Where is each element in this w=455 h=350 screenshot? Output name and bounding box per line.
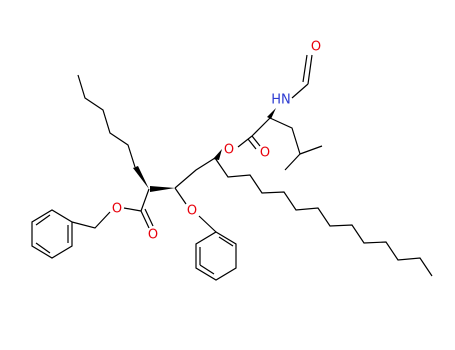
atom-label: O xyxy=(112,202,122,217)
atom-label: O xyxy=(224,143,234,158)
bonds xyxy=(31,54,433,281)
atom-label: O xyxy=(148,228,158,243)
atom-labels: O HN O O O O O xyxy=(112,40,321,243)
atom-label: O xyxy=(187,204,197,219)
atom-label: O xyxy=(260,146,270,161)
atom-label: O xyxy=(311,40,321,55)
atom-label: HN xyxy=(271,93,291,108)
